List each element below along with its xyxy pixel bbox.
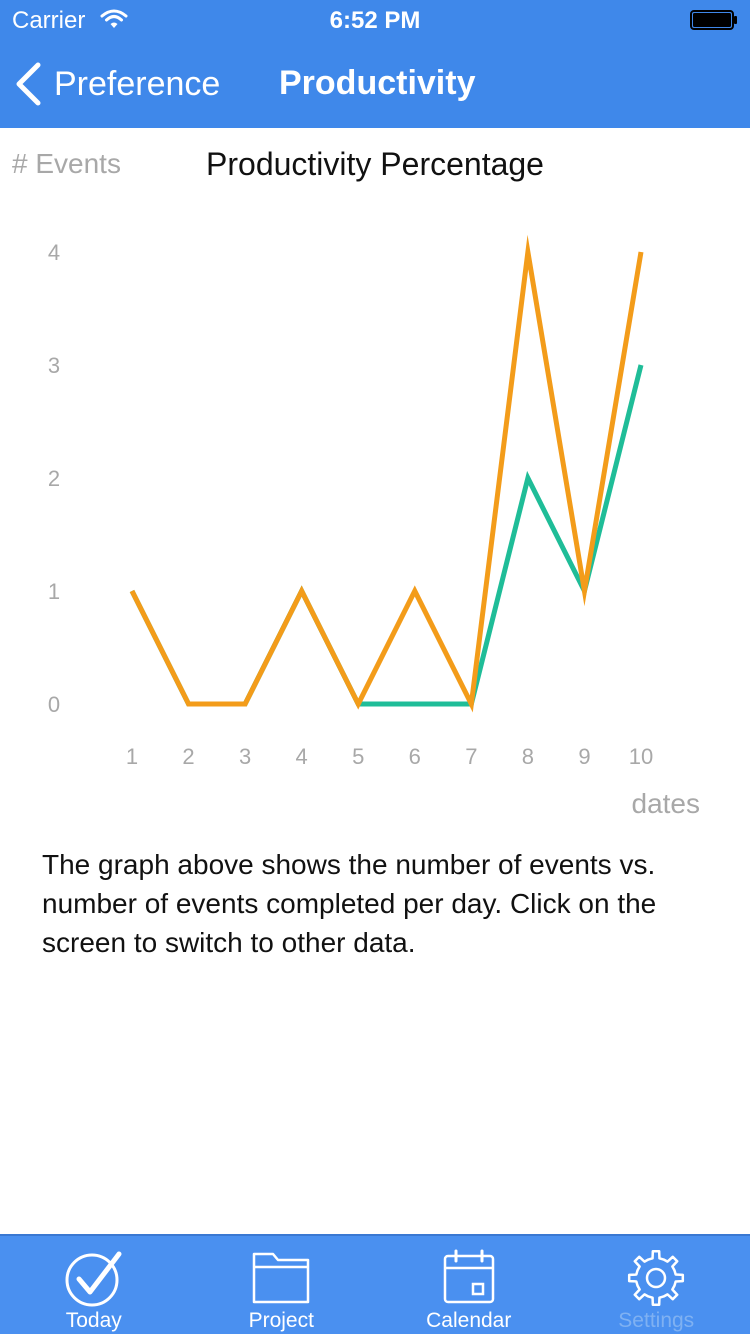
tab-project-label: Project <box>248 1309 314 1332</box>
x-tick-label: 7 <box>465 744 477 769</box>
series-line-1 <box>129 364 644 707</box>
x-tick-label: 10 <box>629 744 653 769</box>
x-tick-label: 1 <box>126 744 138 769</box>
y-tick-label: 2 <box>48 466 60 491</box>
battery-icon <box>690 10 737 30</box>
chart-description: The graph above shows the number of even… <box>42 849 657 958</box>
navigation-bar: Preference Productivity <box>0 40 750 128</box>
y-tick-label: 1 <box>48 579 60 604</box>
tab-settings[interactable]: Settings <box>563 1236 750 1334</box>
x-tick-label: 2 <box>182 744 194 769</box>
tab-today[interactable]: Today <box>0 1236 188 1334</box>
chart-title: Productivity Percentage <box>206 146 544 182</box>
header: Carrier 6:52 PM Preference Productivity <box>0 0 750 128</box>
tab-settings-label: Settings <box>618 1309 695 1332</box>
y-tick-label: 0 <box>48 692 60 717</box>
y-tick-label: 4 <box>48 240 60 265</box>
x-tick-label: 3 <box>239 744 251 769</box>
back-button-label: Preference <box>54 64 221 103</box>
x-tick-label: 4 <box>296 744 308 769</box>
wifi-icon <box>100 9 128 28</box>
x-axis-label: dates <box>631 788 701 819</box>
page-title: Productivity <box>279 64 476 102</box>
tab-project[interactable]: Project <box>188 1236 376 1334</box>
chart-plot: 0 1 2 3 4 1 2 3 4 5 6 7 8 9 10 <box>48 234 653 769</box>
x-tick-label: 6 <box>409 744 421 769</box>
x-tick-label: 9 <box>578 744 590 769</box>
gear-icon <box>628 1249 685 1307</box>
chevron-left-icon <box>16 62 41 106</box>
carrier-label: Carrier <box>12 7 86 34</box>
calendar-icon <box>443 1249 494 1304</box>
series-line-2 <box>129 234 644 713</box>
y-tick-label: 3 <box>48 353 60 378</box>
checkmark-circle-icon <box>65 1251 122 1307</box>
tab-bar: Today Project Calendar Settings <box>0 1234 750 1334</box>
productivity-chart[interactable]: # Events Productivity Percentage 0 1 2 3 4 1 2… <box>0 128 750 828</box>
x-tick-label: 5 <box>352 744 364 769</box>
back-button[interactable]: Preference <box>14 60 220 108</box>
status-bar: Carrier 6:52 PM <box>0 0 750 40</box>
x-tick-label: 8 <box>522 744 534 769</box>
y-axis-label: # Events <box>12 148 121 179</box>
tab-calendar[interactable]: Calendar <box>375 1236 563 1334</box>
status-time: 6:52 PM <box>329 7 421 34</box>
tab-calendar-label: Calendar <box>426 1309 512 1332</box>
folder-icon <box>253 1252 310 1304</box>
tab-today-label: Today <box>65 1309 122 1332</box>
